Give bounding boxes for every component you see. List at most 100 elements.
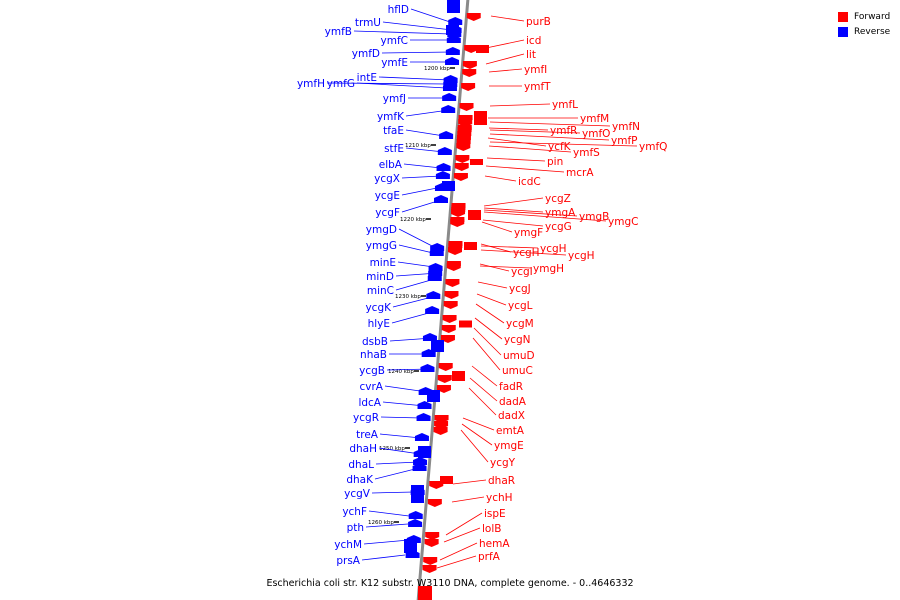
reverse-gene-label: ycgB bbox=[359, 365, 385, 377]
reverse-gene-feature bbox=[447, 0, 460, 13]
forward-gene-label: icd bbox=[526, 35, 541, 47]
forward-gene-leader bbox=[468, 387, 497, 416]
reverse-gene-label: dsbB bbox=[362, 336, 388, 348]
forward-gene-label: ycgG bbox=[545, 221, 572, 233]
forward-gene-feature bbox=[450, 219, 465, 227]
reverse-gene-label: ychF bbox=[342, 506, 367, 518]
forward-gene-label: ycgH bbox=[568, 250, 595, 262]
forward-gene-feature bbox=[464, 45, 479, 53]
forward-gene-leader bbox=[483, 197, 544, 207]
forward-gene-label: hemA bbox=[479, 538, 510, 550]
reverse-gene-feature bbox=[446, 25, 459, 35]
reverse-gene-leader bbox=[353, 30, 452, 35]
reverse-gene-label: stfE bbox=[384, 143, 404, 155]
forward-gene-leader bbox=[489, 129, 581, 134]
forward-gene-leader bbox=[490, 15, 525, 22]
forward-gene-leader bbox=[461, 423, 493, 446]
forward-gene-label: ymgH bbox=[533, 263, 564, 275]
reverse-gene-label: hflD bbox=[388, 4, 409, 16]
forward-gene-label: ymfL bbox=[552, 99, 578, 111]
forward-gene-leader bbox=[485, 53, 525, 65]
forward-gene-leader bbox=[476, 293, 507, 306]
reverse-gene-label: ymgD bbox=[366, 224, 397, 236]
forward-gene-feature bbox=[453, 173, 468, 181]
reverse-gene-label: ymfH bbox=[297, 78, 325, 90]
forward-gene-leader bbox=[479, 265, 532, 269]
reverse-gene-feature bbox=[442, 93, 457, 101]
forward-gene-leader bbox=[483, 211, 607, 222]
reverse-gene-feature bbox=[425, 306, 440, 314]
forward-gene-feature bbox=[422, 565, 437, 573]
forward-gene-feature bbox=[438, 363, 453, 371]
reverse-gene-feature bbox=[408, 511, 423, 519]
forward-gene-feature bbox=[466, 13, 481, 21]
reverse-gene-label: dhaK bbox=[346, 474, 374, 486]
reverse-gene-label: tfaE bbox=[383, 125, 404, 137]
forward-gene-feature bbox=[462, 69, 477, 77]
forward-gene-feature bbox=[437, 375, 452, 383]
reverse-gene-feature bbox=[428, 263, 443, 271]
reverse-gene-leader bbox=[403, 163, 442, 169]
legend-forward-label: Forward bbox=[854, 11, 891, 22]
reverse-gene-label: cvrA bbox=[360, 381, 384, 393]
forward-gene-leader bbox=[480, 243, 512, 253]
forward-gene-leader bbox=[472, 337, 501, 371]
forward-gene-label: ymfP bbox=[611, 135, 637, 147]
forward-gene-feature bbox=[444, 291, 459, 299]
reverse-gene-leader bbox=[361, 554, 406, 561]
forward-gene-label: ymgC bbox=[608, 216, 638, 228]
reverse-gene-label: intE bbox=[357, 72, 377, 84]
reverse-gene-label: nhaB bbox=[360, 349, 387, 361]
forward-gene-label: ymfI bbox=[524, 64, 547, 76]
forward-gene-label: ymfS bbox=[573, 147, 600, 159]
forward-gene-label: dhaR bbox=[488, 475, 515, 487]
forward-gene-feature bbox=[418, 586, 432, 600]
forward-gene-feature bbox=[454, 163, 469, 171]
reverse-gene-feature bbox=[422, 333, 437, 341]
reverse-gene-label: ymfE bbox=[381, 57, 408, 69]
reverse-gene-leader bbox=[365, 523, 409, 528]
reverse-gene-leader bbox=[405, 129, 445, 137]
forward-gene-label: ycgN bbox=[504, 334, 531, 346]
forward-gene-feature bbox=[452, 371, 465, 381]
reverse-gene-feature bbox=[442, 83, 457, 91]
reverse-gene-label: treA bbox=[356, 429, 379, 441]
forward-gene-feature bbox=[459, 320, 472, 328]
forward-gene-label: fadR bbox=[499, 381, 523, 393]
forward-gene-leader bbox=[462, 417, 495, 431]
reverse-gene-feature bbox=[413, 457, 428, 465]
reverse-gene-label: minE bbox=[370, 257, 396, 269]
reverse-gene-label: ymfB bbox=[325, 26, 352, 38]
forward-gene-leader bbox=[483, 207, 544, 213]
forward-gene-feature bbox=[424, 539, 439, 547]
forward-gene-leader bbox=[485, 165, 565, 173]
reverse-gene-leader bbox=[398, 228, 437, 249]
reverse-gene-feature bbox=[416, 413, 431, 421]
reverse-gene-label: ymfJ bbox=[383, 93, 406, 105]
reverse-gene-feature bbox=[427, 273, 442, 281]
forward-gene-leader bbox=[452, 479, 487, 485]
forward-gene-label: ycgJ bbox=[509, 283, 531, 295]
reverse-gene-label: ycgX bbox=[374, 173, 400, 185]
reverse-gene-feature bbox=[429, 248, 444, 256]
reverse-gene-label: ldcA bbox=[358, 397, 381, 409]
reverse-gene-label: ychM bbox=[334, 539, 362, 551]
forward-gene-label: ymgB bbox=[579, 211, 609, 223]
forward-gene-feature bbox=[440, 335, 455, 343]
forward-gene-feature bbox=[443, 301, 458, 309]
forward-gene-feature bbox=[461, 83, 476, 91]
forward-gene-label: ymgA bbox=[545, 207, 576, 219]
kbp-tick-label: 1210 kbp bbox=[405, 143, 431, 149]
forward-gene-leader bbox=[451, 496, 485, 503]
forward-gene-label: pin bbox=[547, 156, 563, 168]
forward-gene-leader bbox=[477, 281, 508, 289]
reverse-gene-feature bbox=[428, 268, 443, 276]
reverse-gene-label: trmU bbox=[355, 17, 381, 29]
reverse-gene-label: ymgG bbox=[366, 240, 397, 252]
reverse-gene-feature bbox=[441, 105, 456, 113]
reverse-gene-feature bbox=[435, 171, 450, 179]
forward-gene-leader bbox=[485, 39, 525, 49]
forward-gene-feature bbox=[436, 385, 451, 393]
reverse-gene-label: elbA bbox=[379, 159, 403, 171]
reverse-gene-label: ycgV bbox=[344, 488, 371, 500]
